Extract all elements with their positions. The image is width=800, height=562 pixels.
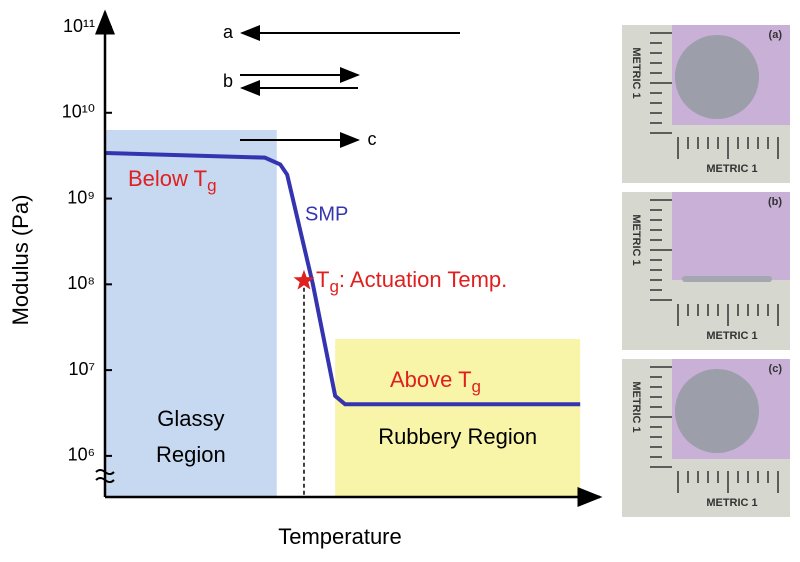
photo: (b) METRIC 1 METRIC 1 [622,192,790,350]
y-tick-label: 10⁸ [67,273,95,293]
y-tick-label: 10¹¹ [63,16,95,36]
annotation-sub: g [472,377,481,396]
annotation-sub: g [207,176,216,195]
region [335,339,581,497]
annotation: Above Tg [390,367,481,397]
series-line [104,150,581,407]
annotation-text: Below T [128,166,207,191]
series-label: SMP [305,203,348,225]
photo-label: (a) [769,29,783,41]
photo: (a) METRIC 1 METRIC 1 [622,25,790,183]
arrow-label: a [223,22,234,42]
region-label: Rubbery Region [378,424,537,449]
photo-sample-area [672,192,790,280]
ruler-text: METRIC 1 [706,163,757,175]
tg-label: Tg: Actuation Temp. [316,267,507,297]
y-tick-label: 10⁷ [68,359,95,379]
ruler-text: METRIC 1 [630,47,642,98]
arrow-label: b [223,71,233,91]
annotation: Below Tg [128,166,217,196]
y-tick-label: 10⁶ [68,445,95,465]
y-tick-label: 10¹⁰ [62,102,95,122]
photo: (c) METRIC 1 METRIC 1 [622,359,790,517]
region-label: Region [156,442,226,467]
x-axis-label: Temperature [278,524,402,549]
ruler-text: METRIC 1 [630,381,642,432]
tg-label-part: T [316,267,329,292]
arrow-label: c [368,129,377,149]
sample [675,35,759,119]
ruler-text: METRIC 1 [706,330,757,342]
tg-label-part: : Actuation Temp. [339,267,507,292]
ruler-text: METRIC 1 [630,214,642,265]
y-tick-label: 10⁹ [67,187,95,207]
sample [682,276,772,282]
axis-break [95,469,115,483]
photo-label: (c) [769,363,783,375]
tg-label-part: g [329,277,338,296]
region-label: Glassy [157,406,224,431]
annotation-text: Above T [390,367,472,392]
y-axis-label: Modulus (Pa) [8,195,33,326]
ruler-text: METRIC 1 [706,497,757,509]
region [105,129,277,497]
tg-star [293,269,315,290]
sample [675,369,759,453]
photo-label: (b) [768,196,782,208]
